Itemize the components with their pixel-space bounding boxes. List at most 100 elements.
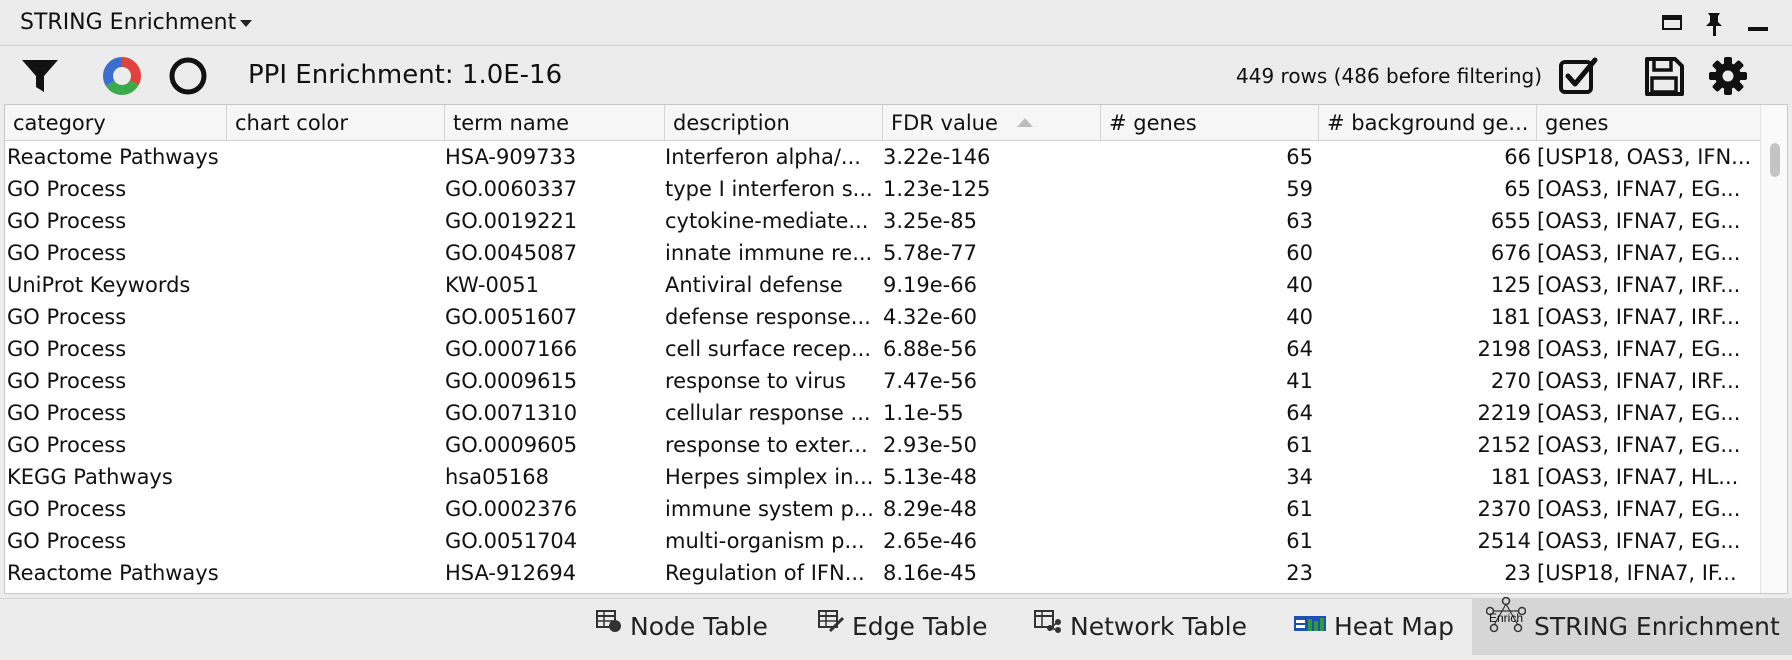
description-cell[interactable]: response to exter...	[665, 433, 868, 457]
fdr-value-cell[interactable]: 3.25e-85	[883, 209, 977, 233]
genes-count-cell[interactable]: 63	[1286, 209, 1313, 233]
table-row[interactable]: GO Process GO.0009605 response to exter...…	[5, 429, 1761, 461]
genes-count-cell[interactable]: 61	[1286, 433, 1313, 457]
genes-cell[interactable]: [OAS3, IFNA7, EG...	[1537, 337, 1741, 361]
genes-cell[interactable]: [OAS3, IFNA7, EG...	[1537, 177, 1741, 201]
background-genes-cell[interactable]: 2198	[1477, 337, 1531, 361]
chart-color-cell[interactable]	[227, 525, 445, 557]
fdr-value-cell[interactable]: 6.88e-56	[883, 337, 977, 361]
genes-count-cell[interactable]: 60	[1286, 241, 1313, 265]
genes-count-cell[interactable]: 64	[1286, 401, 1313, 425]
background-genes-cell[interactable]: 676	[1490, 241, 1531, 265]
genes-count-cell[interactable]: 23	[1286, 561, 1313, 585]
background-genes-cell[interactable]: 65	[1504, 177, 1531, 201]
fdr-value-cell[interactable]: 1.23e-125	[883, 177, 991, 201]
category-cell[interactable]: GO Process	[7, 497, 127, 521]
genes-count-cell[interactable]: 41	[1286, 369, 1313, 393]
reset-charts-icon[interactable]	[166, 54, 210, 98]
genes-cell[interactable]: [OAS3, IFNA7, IRF...	[1537, 273, 1741, 297]
column-header-background-genes[interactable]: # background ge...	[1319, 105, 1537, 141]
pin-icon[interactable]	[1700, 10, 1730, 38]
chart-color-cell[interactable]	[227, 237, 445, 269]
category-cell[interactable]: GO Process	[7, 337, 127, 361]
table-row[interactable]: GO Process GO.0045087 innate immune re... 5…	[5, 237, 1761, 269]
term-name-cell[interactable]: GO.0060337	[445, 177, 578, 201]
background-genes-cell[interactable]: 2219	[1477, 401, 1531, 425]
table-row[interactable]: GO Process GO.0051607 defense response... 4…	[5, 301, 1761, 333]
background-genes-cell[interactable]: 181	[1490, 305, 1531, 329]
genes-cell[interactable]: [OAS3, IFNA7, EG...	[1537, 497, 1741, 521]
term-name-cell[interactable]: GO.0019221	[445, 209, 578, 233]
category-cell[interactable]: GO Process	[7, 369, 127, 393]
table-row[interactable]: Reactome Pathways HSA-912694 Regulation of…	[5, 557, 1761, 589]
column-header-chart-color[interactable]: chart color	[227, 105, 445, 141]
chart-color-cell[interactable]	[227, 461, 445, 493]
fdr-value-cell[interactable]: 8.29e-48	[883, 497, 977, 521]
term-name-cell[interactable]: HSA-909733	[445, 145, 577, 169]
category-cell[interactable]: Reactome Pathways	[7, 145, 219, 169]
genes-count-cell[interactable]: 64	[1286, 337, 1313, 361]
genes-count-cell[interactable]: 34	[1286, 465, 1313, 489]
fdr-value-cell[interactable]: 7.47e-56	[883, 369, 977, 393]
fdr-value-cell[interactable]: 4.32e-60	[883, 305, 977, 329]
description-cell[interactable]: response to virus	[665, 369, 846, 393]
background-genes-cell[interactable]: 66	[1504, 145, 1531, 169]
description-cell[interactable]: cytokine-mediate...	[665, 209, 869, 233]
term-name-cell[interactable]: GO.0071310	[445, 401, 578, 425]
description-cell[interactable]: cellular response ...	[665, 401, 871, 425]
table-row[interactable]: GO Process GO.0060337 type I interferon s.…	[5, 173, 1761, 205]
category-cell[interactable]: GO Process	[7, 529, 127, 553]
category-cell[interactable]: Reactome Pathways	[7, 561, 219, 585]
table-row[interactable]: GO Process GO.0019221 cytokine-mediate... 3…	[5, 205, 1761, 237]
chart-color-cell[interactable]	[227, 269, 445, 301]
term-name-cell[interactable]: GO.0051704	[445, 529, 578, 553]
description-cell[interactable]: Interferon alpha/...	[665, 145, 861, 169]
genes-cell[interactable]: [OAS3, IFNA7, HL...	[1537, 465, 1739, 489]
fdr-value-cell[interactable]: 2.65e-46	[883, 529, 977, 553]
minimize-icon[interactable]	[1744, 10, 1774, 38]
scrollbar-thumb[interactable]	[1770, 143, 1780, 177]
genes-cell[interactable]: [OAS3, IFNA7, EG...	[1537, 241, 1741, 265]
genes-count-cell[interactable]: 40	[1286, 273, 1313, 297]
background-genes-cell[interactable]: 2152	[1477, 433, 1531, 457]
genes-cell[interactable]: [OAS3, IFNA7, IRF...	[1537, 369, 1741, 393]
tab-node-table[interactable]: Node Table	[596, 599, 768, 655]
column-header-description[interactable]: description	[665, 105, 883, 141]
category-cell[interactable]: GO Process	[7, 209, 127, 233]
fdr-value-cell[interactable]: 5.13e-48	[883, 465, 977, 489]
term-name-cell[interactable]: GO.0051607	[445, 305, 578, 329]
description-cell[interactable]: immune system p...	[665, 497, 874, 521]
description-cell[interactable]: type I interferon s...	[665, 177, 873, 201]
description-cell[interactable]: Antiviral defense	[665, 273, 843, 297]
tab-heat-map[interactable]: Heat Map	[1294, 599, 1454, 655]
genes-count-cell[interactable]: 61	[1286, 529, 1313, 553]
term-name-cell[interactable]: HSA-912694	[445, 561, 577, 585]
column-header-term-name[interactable]: term name	[445, 105, 665, 141]
fdr-value-cell[interactable]: 2.93e-50	[883, 433, 977, 457]
table-row[interactable]: UniProt Keywords KW-0051 Antiviral defense…	[5, 269, 1761, 301]
category-cell[interactable]: UniProt Keywords	[7, 273, 191, 297]
fdr-value-cell[interactable]: 3.22e-146	[883, 145, 991, 169]
background-genes-cell[interactable]: 655	[1490, 209, 1531, 233]
fdr-value-cell[interactable]: 9.19e-66	[883, 273, 977, 297]
term-name-cell[interactable]: GO.0002376	[445, 497, 578, 521]
column-header-fdr-value[interactable]: FDR value	[883, 105, 1101, 141]
chart-color-cell[interactable]	[227, 173, 445, 205]
description-cell[interactable]: innate immune re...	[665, 241, 873, 265]
background-genes-cell[interactable]: 270	[1490, 369, 1531, 393]
genes-cell[interactable]: [OAS3, IFNA7, EG...	[1537, 433, 1741, 457]
background-genes-cell[interactable]: 2514	[1477, 529, 1531, 553]
genes-count-cell[interactable]: 59	[1286, 177, 1313, 201]
chart-color-cell[interactable]	[227, 365, 445, 397]
fdr-value-cell[interactable]: 8.16e-45	[883, 561, 977, 585]
table-row[interactable]: GO Process GO.0007166 cell surface recep..…	[5, 333, 1761, 365]
genes-count-cell[interactable]: 65	[1286, 145, 1313, 169]
chart-color-cell[interactable]	[227, 205, 445, 237]
column-header-genes[interactable]: genes	[1537, 105, 1761, 141]
filter-icon[interactable]	[18, 54, 62, 98]
genes-cell[interactable]: [OAS3, IFNA7, EG...	[1537, 209, 1741, 233]
term-name-cell[interactable]: GO.0009615	[445, 369, 578, 393]
term-name-cell[interactable]: GO.0009605	[445, 433, 578, 457]
column-header-category[interactable]: category	[5, 105, 227, 141]
checkbox-check-icon[interactable]	[1556, 54, 1600, 98]
